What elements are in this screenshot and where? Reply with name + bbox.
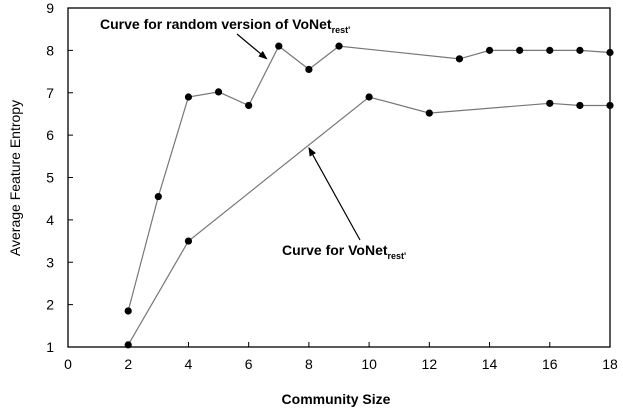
series-line-2 [127,96,610,346]
annotation-subscript: rest' [332,25,351,35]
y-tick-label: 4 [46,212,54,228]
data-point [516,46,524,54]
annotation-arrow-1 [236,33,268,60]
annotations: Curve for random version of VoNetrest'Cu… [100,16,406,261]
series-line-1 [127,45,611,312]
data-point [546,99,554,107]
tick-marks [67,7,611,348]
data-point [546,46,554,54]
annotation-label-2: Curve for VoNetrest' [282,242,406,261]
y-axis-title: Average Feature Entropy [7,100,23,256]
y-tick-label: 6 [46,127,54,143]
data-point [455,55,464,63]
data-point [365,93,373,101]
data-point [425,109,433,117]
annotation-main-text: Curve for random version of VoNet [100,16,332,32]
data-point [606,101,614,110]
y-tick-label: 9 [46,0,54,16]
x-tick-label: 6 [245,356,253,372]
x-tick-labels: 0 2 4 6 8 10 12 14 16 18 [64,356,618,372]
x-axis-title: Community Size [282,391,391,407]
data-points [124,42,614,349]
x-tick-label: 14 [482,356,498,372]
y-tick-label: 7 [46,85,54,101]
data-point [124,341,132,349]
data-point [606,48,614,57]
data-point [154,192,162,201]
x-tick-label: 8 [305,356,313,372]
x-tick-label: 0 [64,356,72,372]
annotation-main-text: Curve for VoNet [282,242,388,258]
x-tick-label: 10 [361,356,377,372]
annotation-arrow-2 [308,147,361,241]
y-tick-label: 5 [46,170,54,186]
data-point [245,101,253,110]
data-point [576,101,584,110]
data-point [576,46,584,54]
y-tick-label: 8 [46,42,54,58]
x-tick-label: 2 [124,356,132,372]
data-point [305,65,313,74]
data-point [335,42,343,50]
x-tick-label: 18 [602,356,618,372]
data-point [214,88,223,96]
x-tick-label: 16 [542,356,558,372]
annotation-subscript: rest' [388,251,407,261]
x-tick-label: 4 [185,356,193,372]
y-tick-label: 3 [46,254,54,270]
data-point [275,42,283,50]
annotation-label-1: Curve for random version of VoNetrest' [100,16,350,35]
data-point [184,93,193,101]
plot-frame [67,7,611,348]
data-point [485,46,494,54]
data-point [184,237,193,245]
y-tick-label: 1 [46,339,54,355]
plot-border [67,7,611,348]
y-tick-label: 2 [46,297,54,313]
x-tick-label: 12 [422,356,438,372]
data-point [124,307,132,315]
y-tick-labels: 1 2 3 4 5 6 7 8 9 [46,0,54,355]
series-lines [127,45,611,346]
